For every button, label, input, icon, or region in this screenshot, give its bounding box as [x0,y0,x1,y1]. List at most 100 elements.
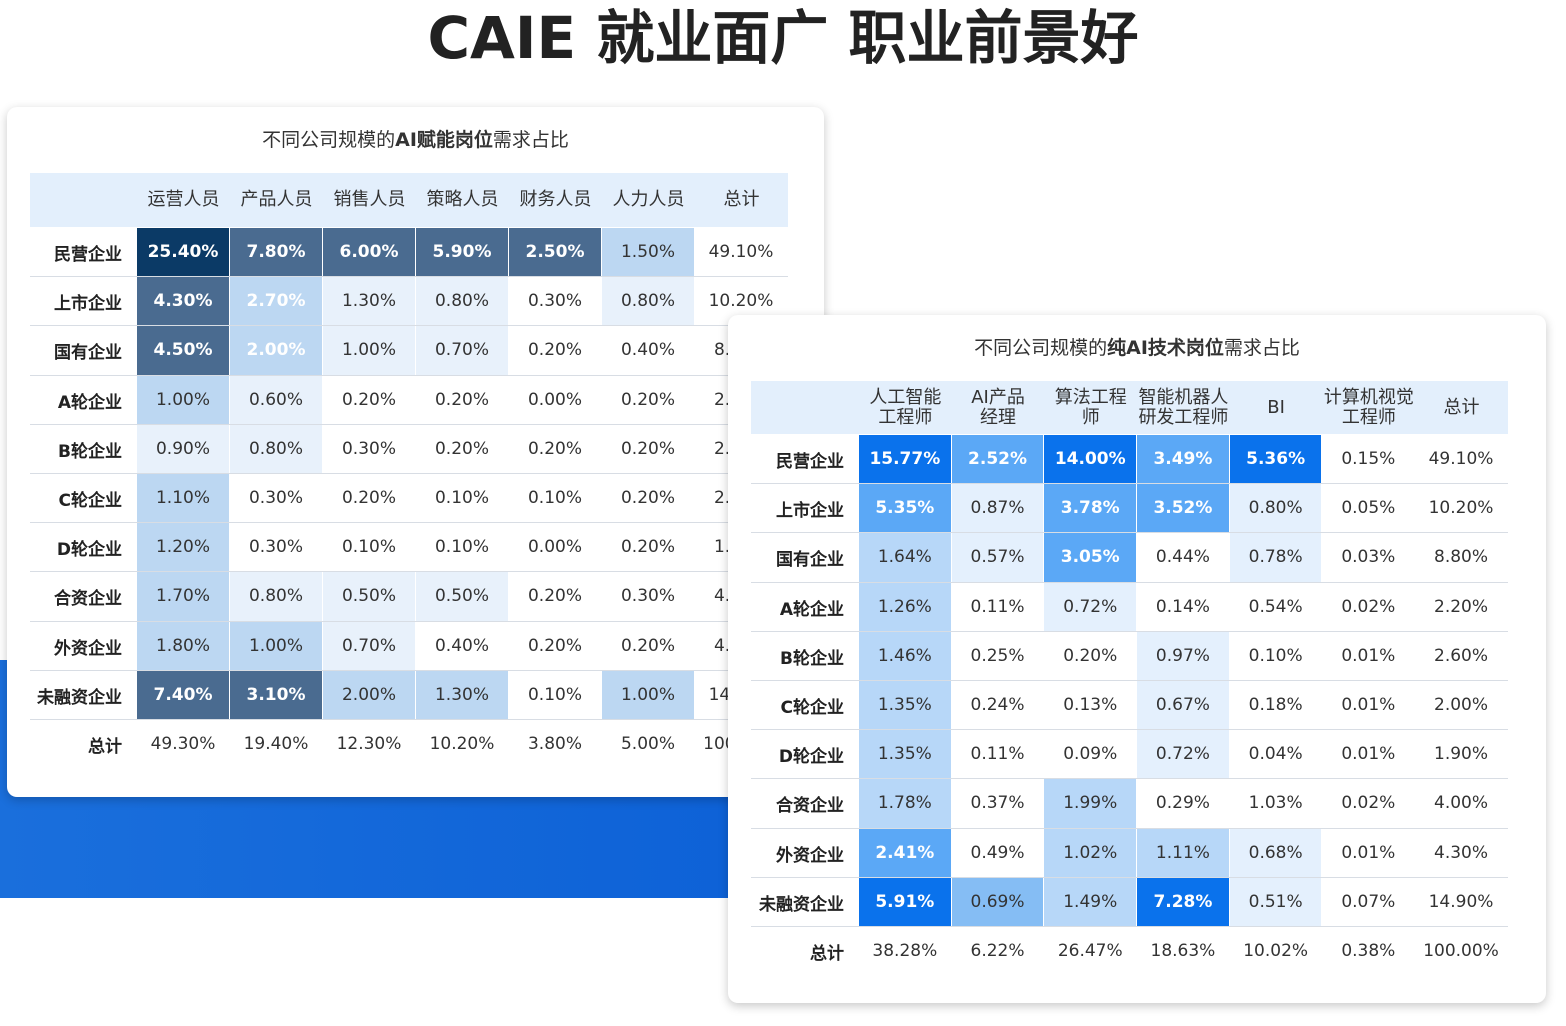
table-cell: 0.11% [970,596,1025,617]
table-cell: 25.40% [137,228,229,277]
table-cell: 0.05% [1341,498,1396,519]
table-cell: 0.01% [1341,645,1396,666]
table-cell: 1.90% [1434,744,1489,765]
row-separator [30,669,788,671]
column-header-line: 工程师 [1341,406,1396,428]
row-label: 民营企业 [776,452,844,473]
table-cell: 4.30% [1434,842,1489,863]
table-cell: 2.20% [1434,596,1489,617]
table-cell: 0.10% [434,488,489,509]
row-label: 未融资企业 [759,894,844,915]
column-header-line: 师 [1081,406,1100,428]
column-header-line: 总计 [1443,396,1480,418]
table-cell: 0.54% [1248,596,1303,617]
table-cell: 0.20% [620,438,675,459]
table-cell: 1.70% [137,572,229,621]
table-cell: 0.80% [602,277,694,326]
table-cell: 0.10% [434,537,489,558]
table-cell: 3.10% [230,670,322,719]
column-header-line: 经理 [980,406,1017,428]
column-header-line: 计算机视觉 [1323,386,1414,408]
row-separator [30,423,788,425]
table-cell: 0.01% [1341,744,1396,765]
column-header-line: 智能机器人 [1138,386,1229,408]
table-cell: 2.50% [509,228,601,277]
row-separator [30,325,788,327]
table-cell: 1.50% [602,228,694,277]
header-row [30,173,788,227]
table-cell: 10.02% [1243,941,1309,962]
table-cell: 0.60% [230,375,322,424]
table-cell: 0.01% [1341,842,1396,863]
table-cell: 1.00% [137,375,229,424]
table-cell: 3.78% [1044,484,1137,533]
row-label: 外资企业 [54,638,122,659]
table-cell: 0.20% [620,488,675,509]
table-cell: 100.00% [1423,941,1499,962]
row-label: D轮企业 [56,540,122,561]
table-cell: 0.09% [1063,744,1118,765]
column-header: 运营人员 [147,189,220,210]
column-header: 策略人员 [426,189,499,210]
table-cell: 0.20% [527,340,582,361]
table-cell: 1.20% [137,523,229,572]
table-cell: 0.40% [620,340,675,361]
column-header-line: 人工智能 [869,386,942,408]
column-header: 销售人员 [333,189,406,210]
table-cell: 49.10% [708,242,774,263]
table-cell: 1.00% [602,670,694,719]
row-separator [30,719,788,720]
row-label: 上市企业 [54,294,122,315]
column-header: 总计 [1415,381,1508,434]
row-label: 总计 [810,944,844,965]
table-cell: 0.11% [970,744,1025,765]
table-cell: 0.13% [1063,695,1118,716]
table-cell: 0.68% [1229,828,1322,877]
row-label: 外资企业 [776,845,844,866]
table-cell: 0.72% [1137,730,1229,779]
table-cell: 0.00% [527,537,582,558]
table-cell: 0.80% [230,572,322,621]
table-cell: 3.52% [1137,484,1229,533]
table-cell: 0.20% [620,389,675,410]
table-cell: 0.20% [434,389,489,410]
table-cell: 1.99% [1044,779,1137,828]
row-separator [751,926,1508,927]
table-cell: 0.51% [1229,877,1322,926]
table-cell: 1.49% [1044,877,1137,926]
row-label: A轮企业 [57,392,122,413]
table-cell: 1.11% [1137,828,1229,877]
row-separator [30,571,788,573]
row-separator [751,876,1508,878]
table-card: 不同公司规模的纯AI技术岗位需求占比 人工智能 工程师 AI产品 经理 算法工程师智能机器… [728,315,1546,1003]
table-cell: 3.49% [1137,435,1229,484]
table-cell: 1.80% [137,621,229,670]
table-cell: 1.03% [1248,793,1303,814]
table-cell: 0.20% [527,635,582,656]
row-separator [751,483,1508,485]
row-label: 未融资企业 [37,687,122,708]
column-header: 人工智能 工程师 [859,381,952,434]
row-label: B轮企业 [58,441,122,462]
row-separator [30,522,788,524]
table-cell: 5.90% [416,228,508,277]
title-part: 需求占比 [492,129,569,151]
column-header: 算法工程师 [1044,381,1137,434]
table-cell: 0.10% [527,684,582,705]
column-header: 财务人员 [519,189,592,210]
table-cell: 0.20% [527,438,582,459]
table-cell: 14.90% [1428,891,1494,912]
row-label: 合资企业 [54,589,122,610]
table-cell: 0.02% [1341,596,1396,617]
row-label: 国有企业 [54,343,122,364]
table-cell: 0.20% [1063,645,1118,666]
table-cell: 0.30% [248,488,303,509]
table-cell: 4.50% [137,326,229,375]
table-cell: 0.72% [1044,582,1137,631]
table-cell: 0.87% [951,484,1044,533]
table-cell: 14.00% [1044,435,1137,484]
row-separator [30,374,788,376]
page-title: CAIE 就业面广 职业前景好 [427,4,1139,72]
table-cell: 1.35% [859,681,951,730]
